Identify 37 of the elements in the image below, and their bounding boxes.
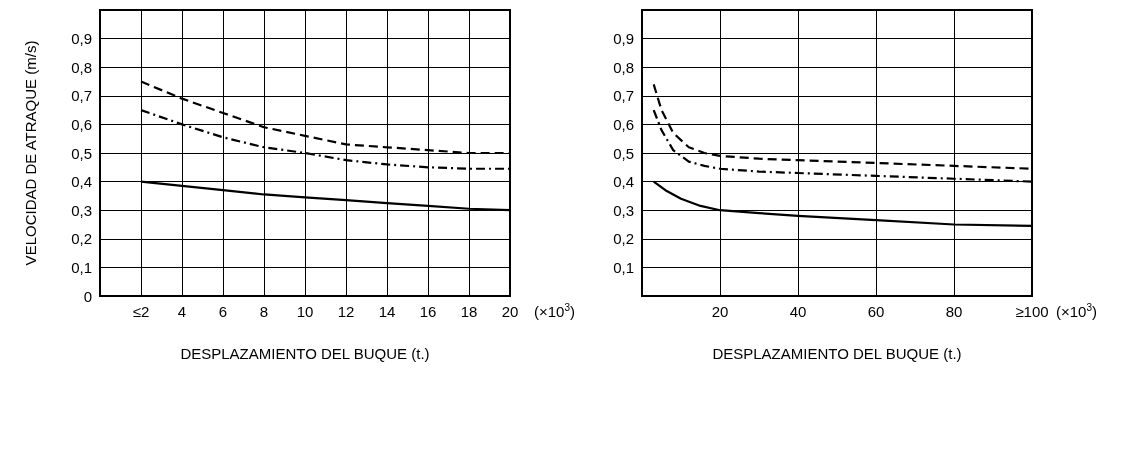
x-tick-label: 10 xyxy=(296,303,314,320)
y-tick-label: 0,8 xyxy=(613,58,634,76)
y-axis-title: VELOCIDAD DE ATRAQUE (m/s) xyxy=(22,40,39,266)
x-tick-label: 4 xyxy=(177,303,187,320)
x-tick-label: 20 xyxy=(711,303,729,320)
x-axis-title: DESPLAZAMIENTO DEL BUQUE (t.) xyxy=(180,345,430,362)
y-tick-label: 0,4 xyxy=(613,173,634,191)
y-tick-label: 0,9 xyxy=(613,30,634,48)
x-tick-label: 14 xyxy=(378,303,396,320)
y-tick-label: 0,2 xyxy=(613,230,634,248)
x-tick-label: ≤2 xyxy=(132,303,150,320)
x-tick-label: 12 xyxy=(337,303,355,320)
x-tick-label: 40 xyxy=(789,303,807,320)
x-tick-label: 20 xyxy=(501,303,519,320)
y-tick-label: 0,5 xyxy=(71,144,92,162)
x-tick-label: ≥100 xyxy=(1015,303,1049,320)
y-tick-label: 0,3 xyxy=(613,201,634,219)
x-tick-label: 6 xyxy=(218,303,228,320)
y-tick-label: 0,1 xyxy=(71,258,92,276)
y-tick-label: 0,3 xyxy=(71,201,92,219)
y-tick-label: 0,6 xyxy=(71,115,92,133)
x-tick-label: 8 xyxy=(259,303,269,320)
y-tick-label: 0,1 xyxy=(613,258,634,276)
x-tick-label: 18 xyxy=(460,303,478,320)
x-tick-label: 60 xyxy=(867,303,885,320)
x-tick-label: 80 xyxy=(945,303,963,320)
y-tick-label: 0,6 xyxy=(613,115,634,133)
y-tick-label: 0,9 xyxy=(71,30,92,48)
y-tick-label: 0 xyxy=(83,287,92,305)
x-axis-title: DESPLAZAMIENTO DEL BUQUE (t.) xyxy=(712,345,962,362)
y-tick-label: 0,7 xyxy=(71,87,92,105)
y-tick-label: 0,8 xyxy=(71,58,92,76)
y-tick-label: 0,2 xyxy=(71,230,92,248)
x-tick-label: 16 xyxy=(419,303,437,320)
y-tick-label: 0,7 xyxy=(613,87,634,105)
y-tick-label: 0,4 xyxy=(71,173,92,191)
y-tick-label: 0,5 xyxy=(613,144,634,162)
